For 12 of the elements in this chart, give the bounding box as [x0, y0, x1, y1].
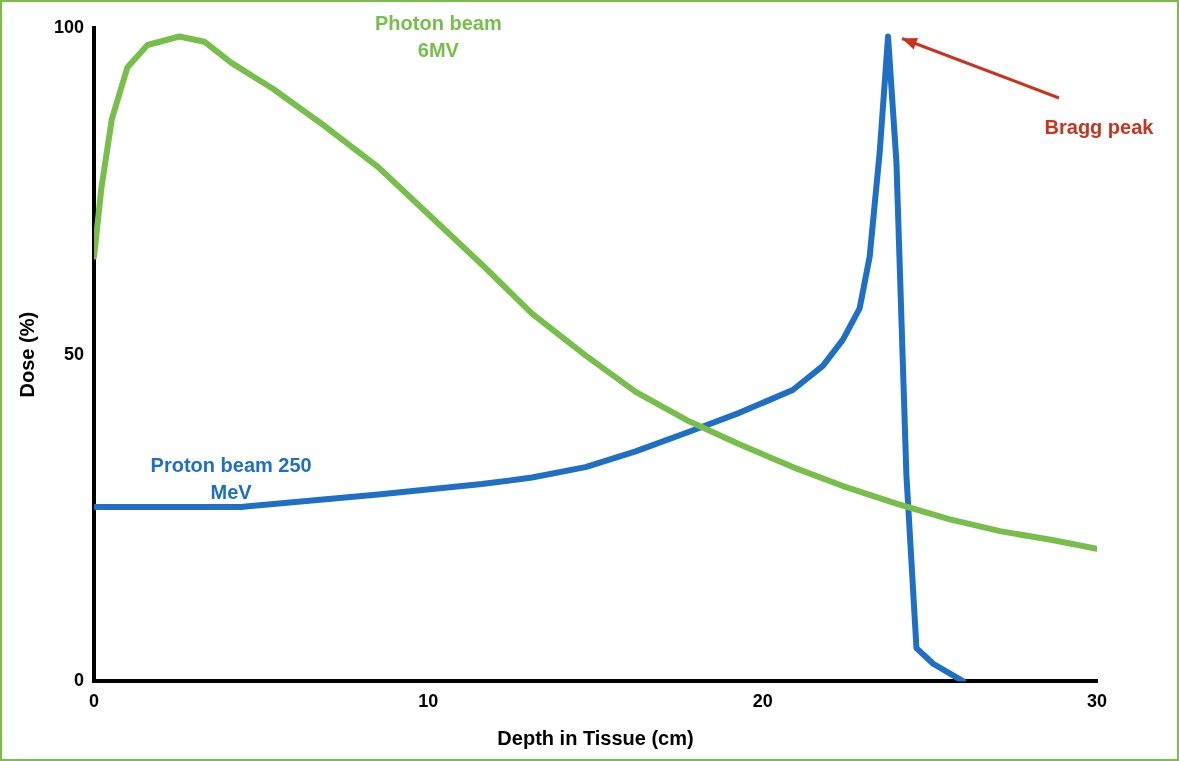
y-axis-title: Dose (%) [15, 311, 38, 398]
x-tick-label: 20 [752, 691, 773, 712]
x-tick-label: 0 [89, 691, 100, 712]
x-tick-label: 10 [418, 691, 439, 712]
y-tick-label: 100 [53, 16, 85, 37]
y-tick-label: 50 [64, 343, 85, 364]
annotation: Bragg peak [1044, 115, 1155, 138]
text: Photon beam 6MV [375, 11, 502, 61]
x-axis-title: Depth in Tissue (cm) [497, 726, 694, 749]
y-tick-label: 0 [74, 670, 85, 691]
x-tick-label: 30 [1086, 691, 1108, 712]
series-label: Proton beam 250 MeV [150, 454, 312, 504]
